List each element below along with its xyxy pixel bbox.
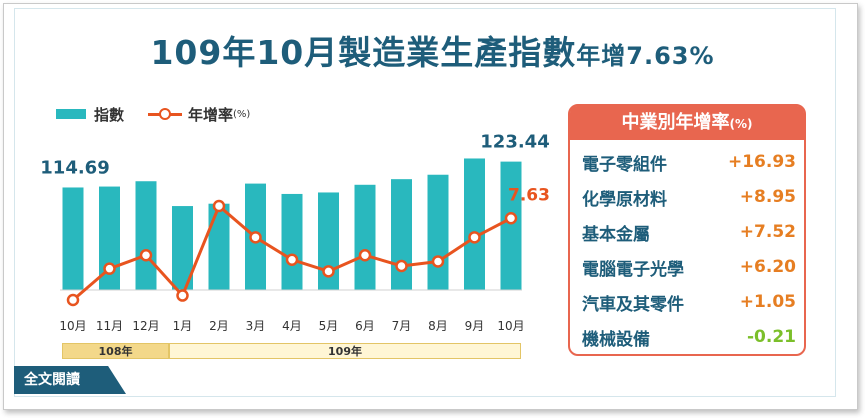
- index-bar: [354, 184, 376, 290]
- growth-rate-point: [66, 293, 80, 307]
- headline-subject: 製造業生產指數: [338, 33, 577, 72]
- growth-rate-point: [285, 253, 299, 266]
- growth-rate-point: [212, 199, 226, 213]
- year-band-109: 109年: [169, 343, 521, 359]
- legend-bar-label: 指數: [94, 105, 125, 124]
- headline: 109年10月製造業生產指數年增7.63%: [0, 26, 865, 74]
- x-tick-label: 9月: [465, 319, 485, 333]
- industry-row: 電腦電子光學 +6.20: [582, 253, 796, 281]
- x-tick-label: 5月: [319, 319, 339, 333]
- industry-name: 機械設備: [582, 329, 650, 350]
- legend-bar-swatch: [56, 109, 86, 119]
- industry-row: 機械設備 -0.21: [582, 323, 796, 351]
- bar-data-label: 114.69: [40, 157, 109, 178]
- bar-data-label: 123.44: [480, 132, 549, 153]
- growth-rate-point: [176, 289, 189, 302]
- x-tick-label: 12月: [132, 319, 159, 333]
- headline-growth: 年增7.63%: [576, 42, 715, 70]
- growth-rate-point: [504, 212, 518, 225]
- industry-row: 基本金屬 +7.52: [582, 218, 796, 246]
- index-bar: [464, 158, 485, 290]
- x-tick-label: 11月: [96, 319, 123, 333]
- x-tick-label: 4月: [282, 319, 302, 333]
- year-band-108: 108年: [62, 343, 169, 359]
- industry-value: -0.21: [747, 327, 796, 347]
- x-tick-label: 7月: [392, 319, 412, 333]
- index-bar: [99, 186, 120, 290]
- line-data-label: 7.63: [508, 185, 550, 205]
- index-bar: [62, 187, 84, 290]
- industry-name: 電腦電子光學: [582, 259, 684, 280]
- content-border: [14, 8, 836, 397]
- industry-row: 化學原材料 +8.95: [582, 183, 796, 211]
- x-tick-label: 2月: [209, 319, 229, 333]
- industry-row: 汽車及其零件 +1.05: [582, 288, 796, 316]
- industry-name: 基本金屬: [582, 224, 650, 245]
- industry-value: +7.52: [739, 222, 796, 242]
- index-bar: [500, 161, 522, 290]
- index-bar: [135, 181, 157, 290]
- growth-rate-point: [358, 248, 372, 262]
- industry-growth-panel: 中業別年增率(%) 電子零組件 +16.93 化學原材料 +8.95 基本金屬 +7.…: [568, 104, 806, 356]
- x-tick-label: 8月: [428, 319, 448, 333]
- index-bar: [427, 174, 449, 290]
- industry-name: 電子零組件: [582, 154, 667, 175]
- industry-panel-title: 中業別年增率(%): [570, 106, 804, 140]
- headline-period: 109年10月: [150, 33, 339, 72]
- index-bar: [281, 193, 303, 290]
- legend-line-label: 年增率: [188, 105, 234, 124]
- industry-name: 化學原材料: [582, 189, 667, 210]
- industry-value: +1.05: [739, 292, 796, 312]
- x-tick-label: 10月: [497, 319, 524, 333]
- growth-rate-point: [468, 231, 481, 244]
- index-bar: [318, 192, 339, 290]
- x-tick-label: 1月: [173, 319, 193, 333]
- industry-value: +8.95: [739, 187, 796, 207]
- growth-rate-point: [139, 248, 153, 262]
- legend-line-swatch: [148, 107, 183, 121]
- growth-rate-point: [103, 262, 116, 275]
- growth-rate-point: [249, 231, 262, 244]
- industry-name: 汽車及其零件: [582, 294, 684, 315]
- growth-rate-point: [431, 255, 445, 268]
- index-bar: [391, 179, 412, 290]
- index-bar: [172, 206, 193, 290]
- growth-rate-point: [322, 265, 335, 278]
- x-tick-label: 6月: [355, 319, 375, 333]
- industry-row: 電子零組件 +16.93: [582, 148, 796, 176]
- index-bar: [208, 203, 230, 290]
- x-tick-label: 3月: [246, 319, 266, 333]
- production-index-chart: 10月 11月 12月 1月 2月 3月 4月 5月 6月 7月 8月 9月 10月 114.69 123.…: [40, 132, 550, 333]
- industry-value: +16.93: [727, 152, 796, 172]
- growth-rate-point: [395, 259, 408, 273]
- legend-line-unit: (%): [233, 108, 251, 120]
- read-full-text-button[interactable]: 全文閱讀: [14, 366, 126, 394]
- x-tick-label: 10月: [59, 319, 86, 333]
- industry-value: +6.20: [739, 257, 796, 277]
- chart-legend: 指數 年增率 (%): [56, 104, 250, 124]
